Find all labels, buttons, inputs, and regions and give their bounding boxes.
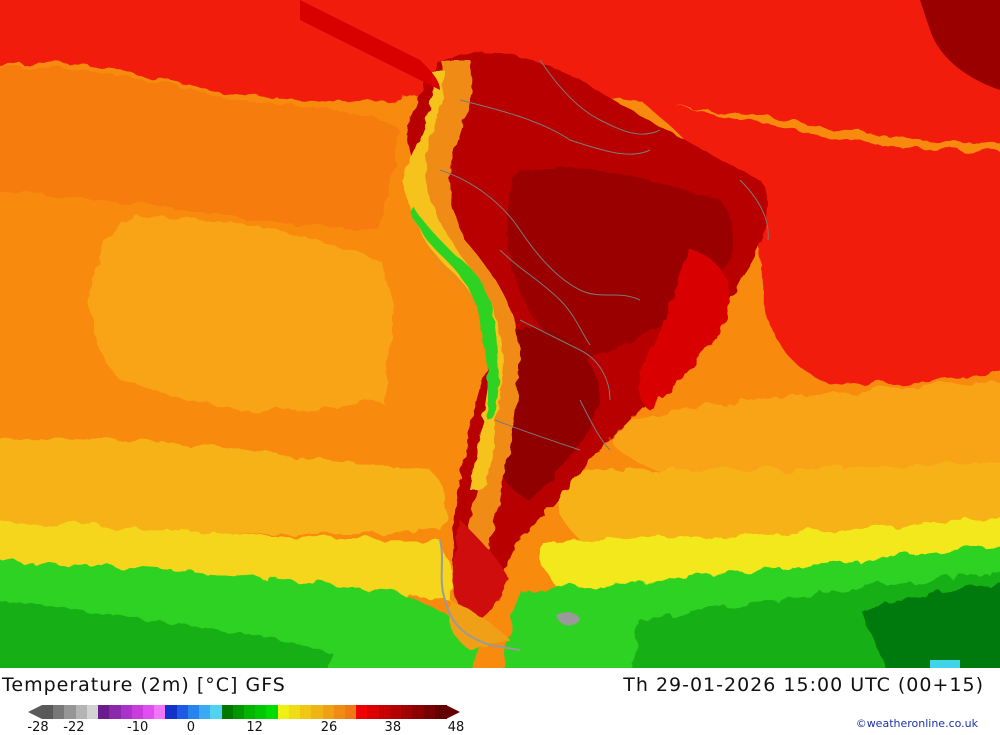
temperature-map[interactable] [0, 0, 1000, 668]
legend-swatch [210, 705, 223, 719]
legend-swatch [86, 705, 99, 719]
legend-swatch [423, 705, 436, 719]
legend-swatch [221, 705, 234, 719]
legend-swatch [367, 705, 380, 719]
legend-swatch [333, 705, 346, 719]
legend-tick-label: 48 [447, 720, 465, 735]
legend-swatch [311, 705, 324, 719]
legend-tick-label: 0 [186, 720, 195, 735]
legend-swatch [288, 705, 301, 719]
legend-swatch [401, 705, 414, 719]
map-footer: Temperature (2m) [°C] GFS Th 29-01-2026 … [0, 668, 1000, 735]
legend-tick-label: -10 [127, 720, 149, 735]
legend-tick-label: -22 [63, 720, 85, 735]
legend-tick-label: 38 [384, 720, 402, 735]
legend-arrow-right [446, 705, 460, 719]
legend-swatch [187, 705, 200, 719]
legend-swatch [300, 705, 313, 719]
legend-swatch [154, 705, 167, 719]
legend-swatch [232, 705, 245, 719]
legend-swatch [322, 705, 335, 719]
legend-swatch [75, 705, 88, 719]
legend-swatch [98, 705, 111, 719]
legend-swatch [64, 705, 77, 719]
falkland-islands [556, 612, 580, 626]
legend-swatch [244, 705, 256, 719]
central-america-land [300, 0, 440, 90]
legend-swatch [356, 705, 369, 719]
legend-swatch [165, 705, 178, 719]
valid-time: Th 29-01-2026 15:00 UTC (00+15) [623, 674, 984, 696]
coastline-patagonia [439, 539, 521, 651]
legend-tick-label: 12 [246, 720, 263, 735]
legend-swatch [53, 705, 66, 719]
legend-swatch [109, 705, 122, 719]
legend-swatch [176, 705, 189, 719]
legend-swatch [42, 705, 54, 719]
legend-swatch [378, 705, 391, 719]
legend-swatch [131, 705, 144, 719]
legend-swatch [266, 705, 279, 719]
legend-tick-label: -28 [27, 720, 49, 735]
legend-tick-label: 26 [320, 720, 338, 735]
legend-swatch [412, 705, 425, 719]
africa-land [920, 0, 1000, 90]
legend-swatch [255, 705, 268, 719]
legend-swatch [389, 705, 402, 719]
cold-spot [930, 660, 960, 668]
legend-swatch [143, 705, 155, 719]
legend-swatch [345, 705, 357, 719]
legend-swatch [434, 705, 447, 719]
south-america-landmass [404, 51, 769, 650]
map-title: Temperature (2m) [°C] GFS [2, 674, 286, 696]
color-legend [28, 705, 460, 719]
country-borders [439, 59, 769, 451]
credit-link[interactable]: ©weatheronline.co.uk [855, 717, 978, 730]
legend-swatch [120, 705, 133, 719]
legend-arrow-left [28, 705, 42, 719]
legend-swatch [277, 705, 290, 719]
legend-swatch [199, 705, 212, 719]
map-canvas [0, 0, 1000, 668]
